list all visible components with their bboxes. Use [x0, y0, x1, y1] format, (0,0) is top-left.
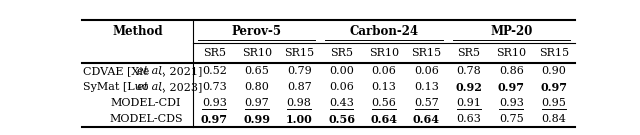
Text: SR15: SR15 — [284, 48, 314, 58]
Text: ., 2023]: ., 2023] — [159, 82, 202, 92]
Text: 0.56: 0.56 — [372, 98, 397, 108]
Text: et al.: et al. — [137, 82, 165, 92]
Text: 0.06: 0.06 — [329, 82, 354, 92]
Text: 0.91: 0.91 — [456, 98, 481, 108]
Text: SR10: SR10 — [242, 48, 272, 58]
Text: 0.79: 0.79 — [287, 66, 312, 76]
Text: 0.63: 0.63 — [456, 114, 481, 124]
Text: 0.56: 0.56 — [328, 114, 355, 125]
Text: 0.13: 0.13 — [372, 82, 397, 92]
Text: SyMat [Luo: SyMat [Luo — [83, 82, 152, 92]
Text: SR5: SR5 — [458, 48, 481, 58]
Text: 0.65: 0.65 — [244, 66, 269, 76]
Text: CDVAE [Xie: CDVAE [Xie — [83, 66, 153, 76]
Text: ., 2021]: ., 2021] — [159, 66, 202, 76]
Text: 0.75: 0.75 — [499, 114, 524, 124]
Text: 0.84: 0.84 — [541, 114, 566, 124]
Text: 0.64: 0.64 — [413, 114, 440, 125]
Text: MODEL-CDS: MODEL-CDS — [109, 114, 183, 124]
Text: 0.80: 0.80 — [244, 82, 269, 92]
Text: 0.57: 0.57 — [414, 98, 439, 108]
Text: 0.64: 0.64 — [371, 114, 397, 125]
Text: SR15: SR15 — [412, 48, 442, 58]
Text: 0.52: 0.52 — [202, 66, 227, 76]
Text: 0.73: 0.73 — [202, 82, 227, 92]
Text: 0.06: 0.06 — [372, 66, 397, 76]
Text: 0.86: 0.86 — [499, 66, 524, 76]
Text: Carbon-24: Carbon-24 — [349, 25, 419, 38]
Text: 0.93: 0.93 — [499, 98, 524, 108]
Text: Perov-5: Perov-5 — [232, 25, 282, 38]
Text: 0.99: 0.99 — [243, 114, 270, 125]
Text: SR15: SR15 — [539, 48, 569, 58]
Text: SR10: SR10 — [369, 48, 399, 58]
Text: 0.13: 0.13 — [414, 82, 439, 92]
Text: 0.93: 0.93 — [202, 98, 227, 108]
Text: 0.00: 0.00 — [329, 66, 354, 76]
Text: 0.97: 0.97 — [498, 82, 525, 93]
Text: 1.00: 1.00 — [286, 114, 312, 125]
Text: Method: Method — [113, 25, 163, 38]
Text: SR5: SR5 — [203, 48, 226, 58]
Text: MP-20: MP-20 — [490, 25, 532, 38]
Text: SR5: SR5 — [330, 48, 353, 58]
Text: 0.78: 0.78 — [456, 66, 481, 76]
Text: 0.87: 0.87 — [287, 82, 312, 92]
Text: 0.97: 0.97 — [244, 98, 269, 108]
Text: 0.98: 0.98 — [287, 98, 312, 108]
Text: SR10: SR10 — [496, 48, 527, 58]
Text: 0.97: 0.97 — [540, 82, 567, 93]
Text: 0.97: 0.97 — [201, 114, 228, 125]
Text: et al.: et al. — [137, 66, 165, 76]
Text: 0.43: 0.43 — [329, 98, 354, 108]
Text: 0.90: 0.90 — [541, 66, 566, 76]
Text: 0.06: 0.06 — [414, 66, 439, 76]
Text: 0.95: 0.95 — [541, 98, 566, 108]
Text: MODEL-CDI: MODEL-CDI — [111, 98, 181, 108]
Text: 0.92: 0.92 — [456, 82, 483, 93]
